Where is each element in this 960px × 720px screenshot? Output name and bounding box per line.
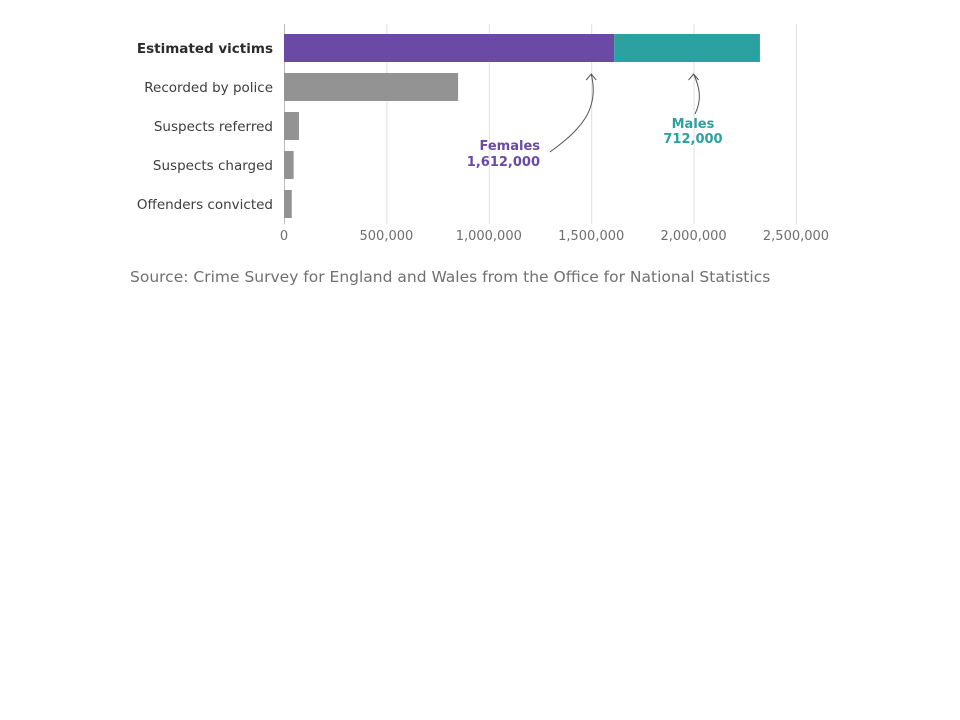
bar-total-4	[284, 190, 292, 218]
annotation-males-arrow	[693, 73, 700, 115]
annotation-males-arrowhead	[688, 73, 699, 81]
x-tick-label: 2,000,000	[661, 229, 727, 244]
bar-females-0	[284, 34, 615, 62]
category-label: Offenders convicted	[137, 197, 273, 213]
x-tick-label: 0	[280, 229, 288, 244]
source-note: Source: Crime Survey for England and Wal…	[130, 268, 771, 286]
x-axis-ticks: 0 500,000 1,000,000 1,500,000 2,000,000 2,500…	[280, 229, 829, 244]
category-label: Recorded by police	[144, 80, 273, 96]
bar-total-1	[284, 73, 459, 101]
annotation-males-value: 712,000	[663, 132, 722, 147]
annotation-females-value: 1,612,000	[467, 155, 540, 170]
annotation-males-label: Males	[672, 117, 715, 132]
bars	[284, 34, 760, 218]
bar-chart: Estimated victims Recorded by police Suspe…	[137, 24, 829, 244]
bar-total-2	[284, 112, 299, 140]
category-label: Suspects charged	[153, 158, 273, 174]
x-tick-label: 1,500,000	[558, 229, 624, 244]
category-label: Estimated victims	[137, 41, 273, 57]
annotation-females-label: Females	[480, 139, 541, 154]
x-tick-label: 1,000,000	[456, 229, 522, 244]
x-tick-label: 500,000	[360, 229, 414, 244]
bar-total-3	[284, 151, 294, 179]
x-tick-label: 2,500,000	[763, 229, 829, 244]
category-label: Suspects referred	[154, 119, 273, 135]
bar-males-0	[614, 34, 760, 62]
category-labels: Estimated victims Recorded by police Suspe…	[137, 41, 273, 213]
annotation-females-arrow	[549, 73, 594, 153]
annotation-females-arrowhead	[585, 73, 597, 81]
